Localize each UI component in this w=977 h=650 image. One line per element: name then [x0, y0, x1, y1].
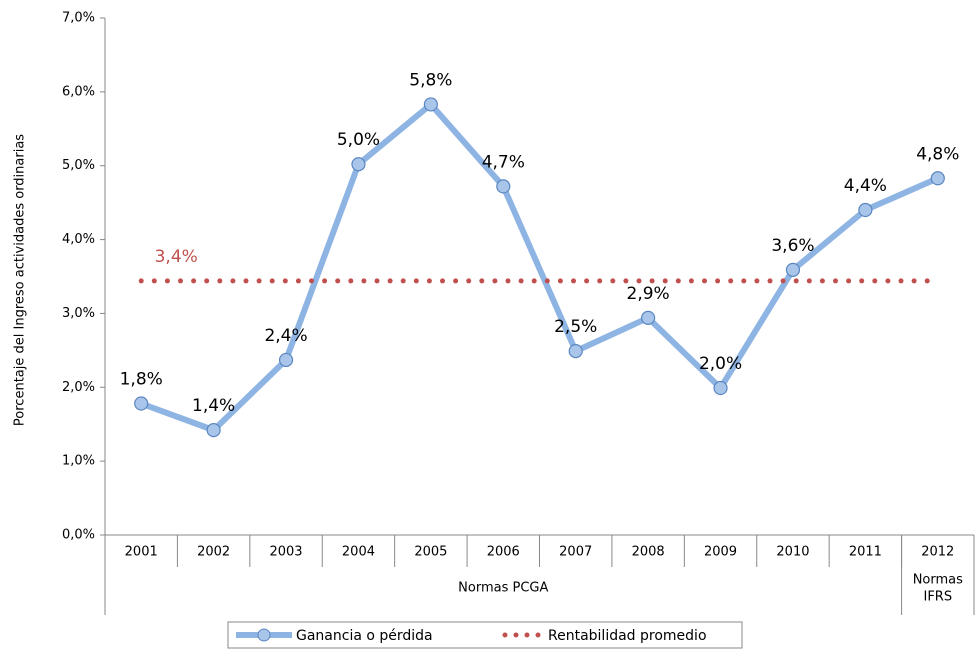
group-label: IFRS	[923, 590, 952, 605]
legend-box	[227, 621, 743, 649]
x-tick-label: 2012	[921, 545, 954, 560]
y-tick-label: 1,0%	[62, 454, 95, 469]
data-label: 2,4%	[264, 326, 307, 346]
point-marker	[134, 396, 149, 411]
data-label: 4,7%	[482, 152, 525, 172]
y-axis-label: Porcentaje del Ingreso actividades ordin…	[13, 134, 28, 426]
x-tick-label: 2011	[849, 545, 882, 560]
legend: Ganancia o pérdida Rentabilidad promedio	[227, 621, 743, 649]
point-marker	[641, 310, 656, 325]
data-label: 2,0%	[699, 354, 742, 374]
y-tick-label: 3,0%	[62, 306, 95, 321]
y-tick-label: 7,0%	[62, 11, 95, 26]
group-label: Normas PCGA	[458, 581, 548, 596]
point-marker	[930, 171, 945, 186]
x-tick-label: 2008	[632, 545, 665, 560]
group-label: Normas	[913, 573, 963, 588]
legend-label: Rentabilidad promedio	[548, 628, 707, 644]
x-tick-label: 2007	[559, 545, 592, 560]
x-tick-label: 2009	[704, 545, 737, 560]
legend-swatch-marker	[257, 628, 271, 642]
x-tick-label: 2005	[414, 545, 447, 560]
data-label: 1,8%	[120, 370, 163, 390]
data-label: 5,0%	[337, 130, 380, 150]
y-tick-label: 5,0%	[62, 158, 95, 173]
data-label: 3,4%	[155, 247, 198, 267]
point-marker	[785, 262, 801, 277]
data-label: 1,4%	[192, 396, 235, 416]
legend-label: Ganancia o pérdida	[296, 628, 433, 644]
data-label: 4,4%	[844, 176, 887, 196]
x-tick-label: 2003	[269, 545, 302, 560]
data-label: 2,5%	[554, 317, 597, 337]
point-marker	[496, 179, 511, 194]
point-marker	[568, 343, 583, 359]
x-tick-label: 2006	[487, 545, 520, 560]
point-marker	[423, 97, 438, 112]
y-tick-label: 6,0%	[62, 84, 95, 99]
y-tick-label: 2,0%	[62, 380, 95, 395]
y-tick-label: 4,0%	[62, 232, 95, 247]
point-marker	[278, 352, 294, 368]
data-label: 3,6%	[771, 236, 814, 256]
point-marker	[858, 202, 873, 218]
x-tick-label: 2010	[776, 545, 809, 560]
x-tick-label: 2002	[197, 545, 230, 560]
data-label: 5,8%	[409, 70, 452, 90]
x-tick-label: 2001	[125, 545, 158, 560]
point-marker	[713, 380, 728, 396]
series-line	[140, 101, 939, 434]
x-tick-label: 2004	[342, 545, 375, 560]
data-label: 4,8%	[916, 144, 959, 164]
point-marker	[351, 157, 366, 172]
point-marker	[206, 423, 221, 438]
data-label: 2,9%	[627, 284, 670, 304]
y-tick-label: 0,0%	[62, 528, 95, 543]
